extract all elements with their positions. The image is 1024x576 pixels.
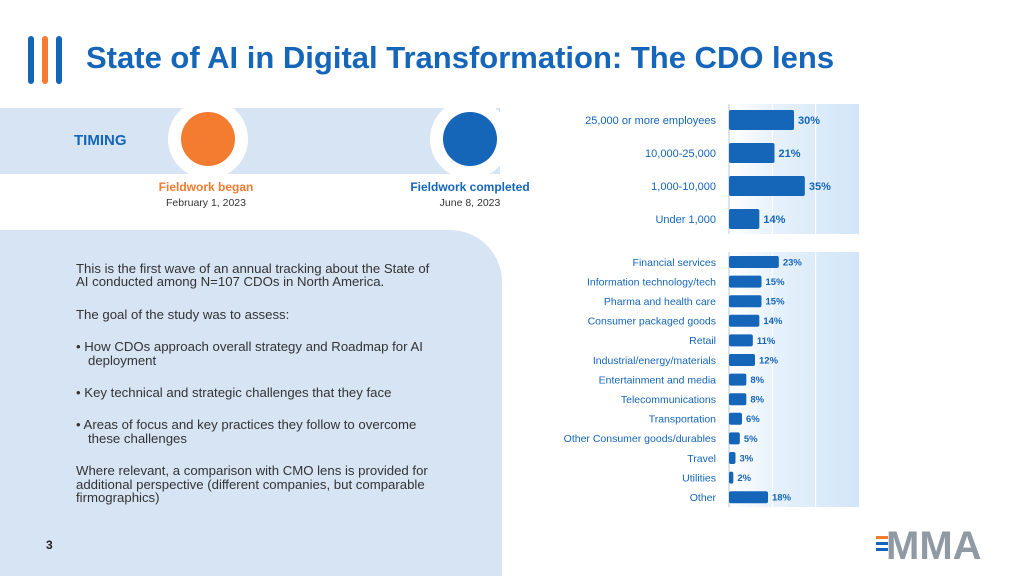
- chart-1-category-label: Telecommunications: [621, 394, 716, 406]
- chart-1-bar: [729, 471, 734, 484]
- chart-0-category-label: 1,000-10,000: [651, 181, 716, 193]
- chart-1-bar: [729, 432, 740, 445]
- description-text: This is the first wave of an annual trac…: [76, 262, 436, 523]
- chart-1-category-label: Other: [690, 492, 717, 504]
- chart-1-value-label: 14%: [763, 316, 783, 327]
- chart-1-value-label: 2%: [737, 473, 751, 484]
- bullet-item: • Key technical and strategic challenges…: [76, 385, 392, 401]
- fieldwork-completed-dot: [443, 112, 497, 166]
- chart-1-category-label: Consumer packaged goods: [588, 316, 716, 328]
- chart-1-category-label: Entertainment and media: [599, 374, 716, 386]
- chart-0-bar: [729, 176, 805, 196]
- chart-1-value-label: 15%: [766, 277, 786, 288]
- chart-1-value-label: 12%: [759, 355, 779, 366]
- chart-1-value-label: 6%: [746, 414, 760, 425]
- bullet-item: • Areas of focus and key practices they …: [76, 417, 417, 446]
- chart-1-category-label: Industrial/energy/materials: [593, 355, 716, 367]
- chart-1-bar: [729, 295, 762, 308]
- chart-1-bar: [729, 354, 755, 366]
- chart-1-value-label: 5%: [744, 434, 758, 445]
- title-accent-bars: [28, 36, 68, 84]
- chart-0-value-label: 35%: [809, 181, 831, 193]
- chart-0-value-label: 21%: [779, 148, 801, 160]
- chart-1-bar: [729, 452, 736, 464]
- accent-bar-1: [28, 36, 34, 84]
- mma-logo: MMA: [876, 524, 982, 562]
- chart-1-value-label: 11%: [757, 336, 776, 347]
- timing-label: TIMING: [74, 132, 127, 149]
- page-title: State of AI in Digital Transformation: T…: [86, 40, 835, 75]
- chart-0-category-label: 10,000-25,000: [645, 148, 716, 160]
- chart-1-bar: [729, 275, 762, 288]
- chart-1-category-label: Information technology/tech: [587, 276, 716, 288]
- chart-1-category-label: Financial services: [633, 257, 716, 269]
- chart-0-value-label: 14%: [763, 214, 785, 226]
- intro-paragraph: This is the first wave of an annual trac…: [76, 261, 430, 290]
- chart-1-bar: [729, 412, 742, 425]
- fieldwork-began-dot: [181, 112, 235, 166]
- chart-1-bar: [729, 393, 747, 406]
- chart-1-value-label: 3%: [740, 453, 754, 464]
- chart-1-bar: [729, 491, 768, 504]
- chart-1-bar: [729, 314, 760, 327]
- timing-band: [0, 108, 500, 174]
- closing-paragraph: Where relevant, a comparison with CMO le…: [76, 463, 428, 506]
- chart-1-bar: [729, 373, 747, 386]
- chart-0-category-label: Under 1,000: [655, 214, 716, 226]
- chart-0-bar: [729, 110, 794, 130]
- chart-1-category-label: Other Consumer goods/durables: [564, 433, 716, 445]
- chart-1-category-label: Transportation: [649, 414, 716, 426]
- chart-1-value-label: 15%: [766, 297, 786, 308]
- fieldwork-began-date: February 1, 2023: [166, 197, 246, 209]
- chart-0-category-label: 25,000 or more employees: [585, 115, 716, 127]
- chart-0-bar: [729, 209, 760, 229]
- chart-1-category-label: Retail: [689, 335, 716, 347]
- chart-1-value-label: 8%: [750, 375, 764, 386]
- chart-1-bar: [729, 334, 753, 347]
- mma-logo-text: MMA: [886, 524, 982, 562]
- goal-paragraph: The goal of the study was to assess:: [76, 306, 290, 322]
- chart-1-value-label: 8%: [750, 395, 764, 406]
- chart-1-category-label: Travel: [687, 453, 716, 465]
- page-number: 3: [46, 538, 53, 552]
- accent-bar-2: [42, 36, 48, 84]
- chart-1-category-label: Pharma and health care: [604, 296, 716, 308]
- chart-0-bar: [729, 143, 775, 163]
- fieldwork-began-label: Fieldwork began: [158, 180, 254, 194]
- chart-1-value-label: 18%: [772, 493, 792, 504]
- chart-0-value-label: 30%: [798, 115, 820, 127]
- chart-1-bar: [729, 256, 779, 268]
- description-panel: [0, 230, 502, 576]
- accent-bar-3: [56, 36, 62, 84]
- fieldwork-completed-label: Fieldwork completed: [410, 180, 530, 194]
- chart-1-plot-area: [729, 252, 859, 507]
- chart-1-value-label: 23%: [783, 257, 803, 268]
- fieldwork-completed-date: June 8, 2023: [439, 197, 501, 209]
- bullet-item: • How CDOs approach overall strategy and…: [76, 339, 423, 368]
- chart-1-category-label: Utilities: [682, 472, 716, 484]
